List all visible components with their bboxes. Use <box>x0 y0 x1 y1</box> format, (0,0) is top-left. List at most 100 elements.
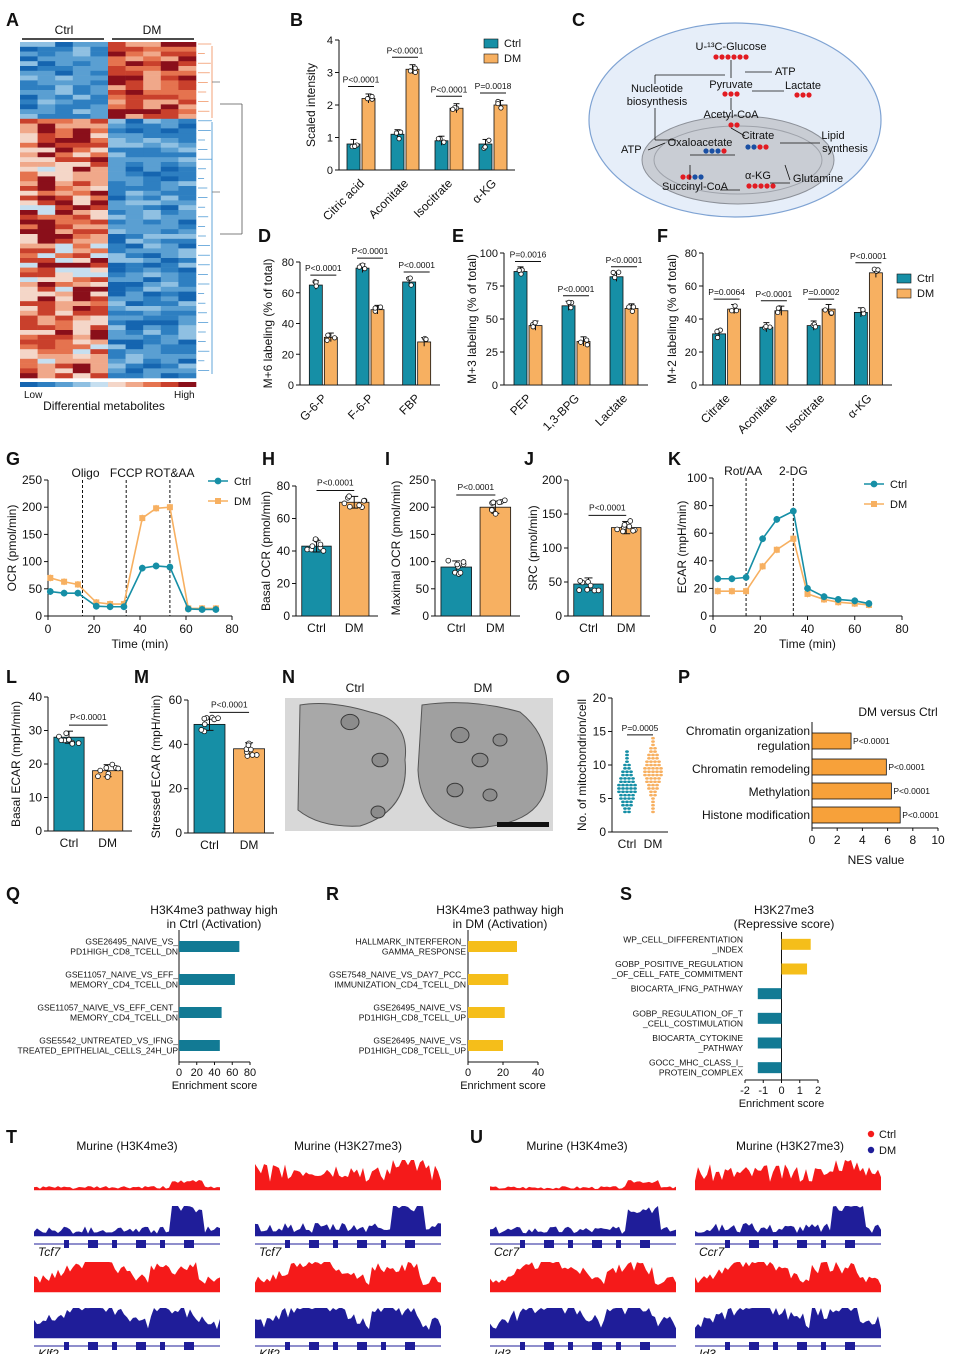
heatmap-cell <box>178 176 197 182</box>
y-tick-label: 0 <box>691 380 697 392</box>
dot-ctrl <box>627 793 631 797</box>
heatmap-cell <box>125 186 144 192</box>
dot-dm <box>653 746 657 750</box>
y-tick-label: 200 <box>409 500 429 514</box>
legend-B: Ctrl DM <box>483 38 521 65</box>
x-tick-label: 0 <box>45 622 52 636</box>
y-tick-label: 10 <box>593 758 607 772</box>
x-tick-label: -1 <box>758 1085 768 1097</box>
colorbar-cell <box>143 382 162 387</box>
carbon-atom <box>686 174 692 180</box>
colorbar-cell <box>20 382 38 387</box>
heatmap-cell <box>178 142 197 148</box>
dot-dm <box>653 777 657 780</box>
data-point <box>95 773 101 780</box>
exon <box>845 1240 855 1248</box>
heatmap-cell <box>90 114 109 120</box>
heatmap-cell <box>108 330 126 336</box>
dot-dm <box>659 770 663 773</box>
heatmap-cell <box>90 75 109 81</box>
panel-label-D: D <box>258 226 271 246</box>
dot-dm <box>651 787 655 790</box>
heatmap-cell <box>20 56 38 62</box>
heatmap-cell <box>160 133 179 139</box>
heatmap-cell <box>90 94 109 100</box>
carbon-atom <box>728 91 734 97</box>
data-point <box>584 337 590 343</box>
p-value: P=0.0016 <box>510 249 547 259</box>
heatmap-cell <box>160 253 179 259</box>
chart-A-heatmap: Ctrl DM Low High Differential metabolites <box>20 23 243 413</box>
exon <box>309 1240 319 1248</box>
data-point <box>457 570 464 576</box>
heatmap-cell <box>90 66 109 72</box>
panel-label-E: E <box>452 226 464 246</box>
heatmap-cell <box>160 138 179 144</box>
heatmap-cell <box>178 262 197 268</box>
heatmap-cell <box>108 66 126 72</box>
heatmap-cell <box>20 363 38 369</box>
x-tick-label: 2 <box>834 833 841 847</box>
bar-dm <box>479 506 512 617</box>
exon <box>616 1342 621 1350</box>
label-acetyl-coa: Acetyl-CoA <box>703 109 759 121</box>
heatmap-cell <box>72 46 91 52</box>
heatmap-cell <box>178 104 197 110</box>
data-point <box>441 139 447 145</box>
data-point-ctrl <box>166 563 174 571</box>
x-tick-label: 80 <box>244 1067 256 1079</box>
data-point <box>341 500 348 507</box>
dot-dm <box>649 790 653 794</box>
heatmap-cell <box>143 51 162 57</box>
heatmap-cell <box>125 123 144 129</box>
x-tick-label: -2 <box>740 1085 750 1097</box>
x-tick-label: Ctrl <box>60 836 79 850</box>
heatmap-cell <box>125 291 144 297</box>
heatmap-cell <box>125 138 144 144</box>
chart-U: Murine (H3K4me3) Murine (H3K27me3) Ccr7 Ccr… <box>490 1129 896 1354</box>
heatmap-cell <box>55 176 74 182</box>
heatmap-cell <box>143 258 162 264</box>
heatmap-cell <box>72 138 91 144</box>
data-point <box>369 93 375 100</box>
heatmap-cell <box>160 181 179 187</box>
heatmap-cell <box>72 373 91 379</box>
data-point-dm <box>743 588 750 595</box>
heatmap-cell <box>72 152 91 158</box>
data-point <box>109 761 116 768</box>
heatmap-cell <box>143 253 162 259</box>
x-tick-label: 0 <box>809 833 816 847</box>
heatmap-cell <box>178 267 197 273</box>
heatmap-cell <box>72 267 91 273</box>
heatmap-cell <box>37 195 56 201</box>
heatmap-cell <box>90 325 109 331</box>
data-point <box>245 742 252 749</box>
dot-dm <box>651 767 655 770</box>
heatmap-cell <box>37 118 56 124</box>
dot-ctrl <box>627 780 631 784</box>
heatmap-cell <box>108 363 126 369</box>
heatmap-cell <box>108 90 126 96</box>
dot-dm <box>649 746 653 750</box>
exon <box>592 1240 602 1248</box>
dot-dm <box>659 773 663 777</box>
heatmap-cell <box>160 186 179 192</box>
heatmap-cell <box>108 51 126 57</box>
panel-label-H: H <box>262 449 275 469</box>
heatmap-cell <box>37 166 56 172</box>
heatmap-cell <box>37 214 56 220</box>
heatmap-cell <box>178 190 197 196</box>
p-value: P=0.0018 <box>475 81 512 91</box>
heatmap-cell <box>160 42 179 48</box>
heatmap-cell <box>37 99 56 105</box>
data-point-dm <box>166 504 173 511</box>
track-ctrl <box>695 1160 881 1190</box>
gene-label: Id3 <box>494 1347 511 1354</box>
heatmap-cell <box>108 210 126 216</box>
heatmap-cell <box>143 123 162 129</box>
chart-K: 0 20 40 60 80 100 0 20 40 60 80 ECAR (mpH/min) Time … <box>675 464 909 651</box>
heatmap-cell <box>72 109 91 115</box>
heatmap-cell <box>72 99 91 105</box>
p-value: P<0.0001 <box>850 251 887 261</box>
data-point <box>324 337 330 343</box>
